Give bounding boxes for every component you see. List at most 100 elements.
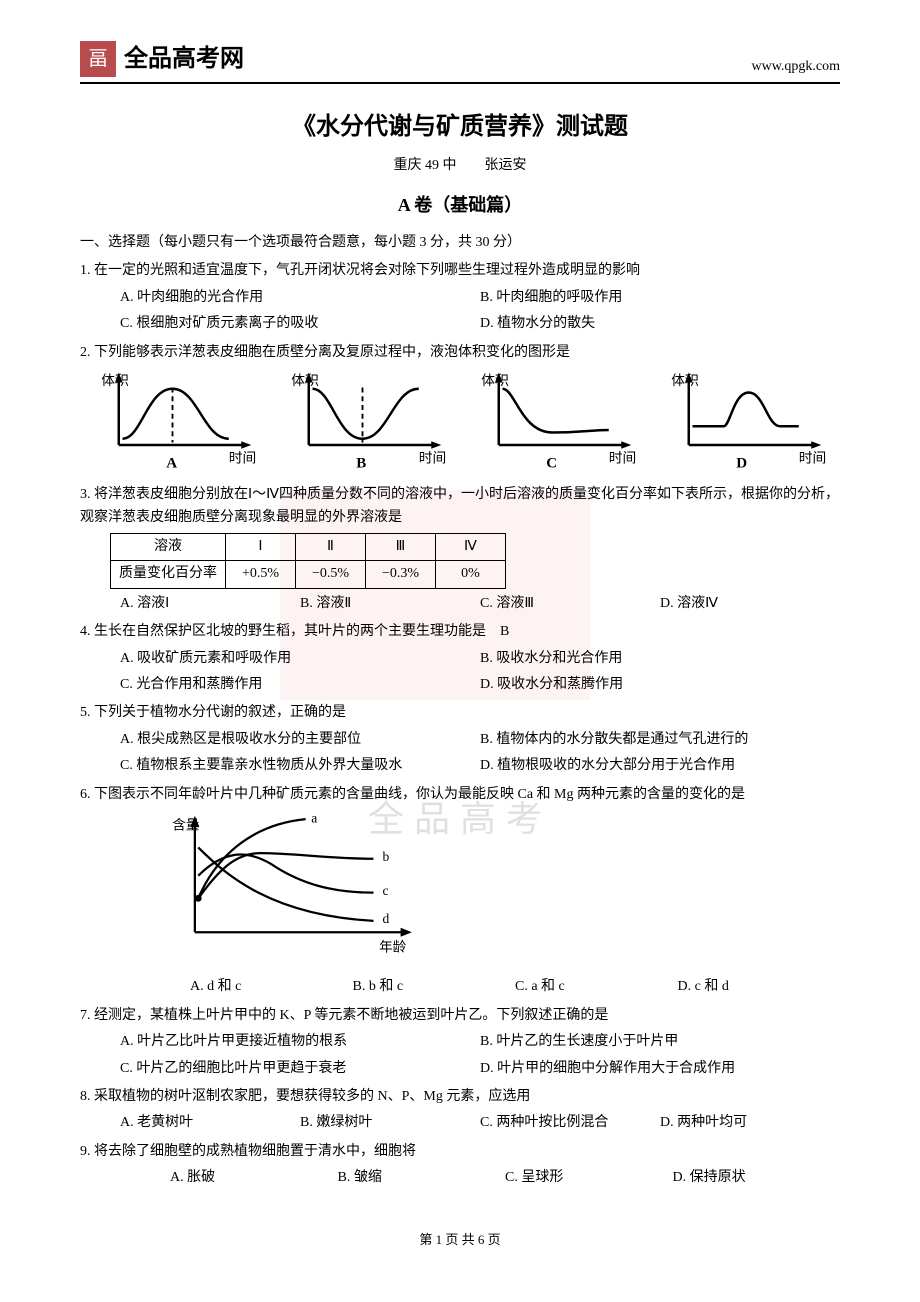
q5-c: C. 植物根系主要靠亲水性物质从外界大量吸水 xyxy=(120,755,480,777)
q6-d: D. c 和 d xyxy=(678,976,841,998)
th-3: Ⅲ xyxy=(366,534,436,561)
val-3: −0.3% xyxy=(366,561,436,588)
q1-opts-row1: A. 叶肉细胞的光合作用 B. 叶肉细胞的呼吸作用 xyxy=(80,287,840,309)
q3-opts: A. 溶液Ⅰ B. 溶液Ⅱ C. 溶液Ⅲ D. 溶液Ⅳ xyxy=(80,593,840,615)
svg-text:a: a xyxy=(311,812,317,826)
q9-d: D. 保持原状 xyxy=(673,1167,841,1189)
q4-row2: C. 光合作用和蒸腾作用 D. 吸收水分和蒸腾作用 xyxy=(80,674,840,696)
q5-stem: 5. 下列关于植物水分代谢的叙述，正确的是 xyxy=(80,702,840,724)
q4-d: D. 吸收水分和蒸腾作用 xyxy=(480,674,840,696)
row-label: 质量变化百分率 xyxy=(111,561,226,588)
svg-text:B: B xyxy=(356,455,366,470)
q1-a: A. 叶肉细胞的光合作用 xyxy=(120,287,480,309)
q6-opts: A. d 和 c B. b 和 c C. a 和 c D. c 和 d xyxy=(80,976,840,998)
doc-subtitle: 重庆 49 中 张运安 xyxy=(80,155,840,177)
q7-row1: A. 叶片乙比叶片甲更接近植物的根系 B. 叶片乙的生长速度小于叶片甲 xyxy=(80,1031,840,1053)
svg-text:A: A xyxy=(166,455,177,470)
q4-stem: 4. 生长在自然保护区北坡的野生稻，其叶片的两个主要生理功能是 B xyxy=(80,621,840,643)
svg-text:体积: 体积 xyxy=(481,373,509,388)
q9-opts: A. 胀破 B. 皱缩 C. 呈球形 D. 保持原状 xyxy=(80,1167,840,1189)
q5-d: D. 植物根吸收的水分大部分用于光合作用 xyxy=(480,755,840,777)
q5-b: B. 植物体内的水分散失都是通过气孔进行的 xyxy=(480,729,840,751)
q6-chart: 含量 年龄 a b c d xyxy=(170,812,840,970)
val-4: 0% xyxy=(436,561,506,588)
svg-text:时间: 时间 xyxy=(419,450,447,465)
q8-opts: A. 老黄树叶 B. 嫩绿树叶 C. 两种叶按比例混合 D. 两种叶均可 xyxy=(80,1112,840,1134)
table-row: 质量变化百分率 +0.5% −0.5% −0.3% 0% xyxy=(111,561,506,588)
svg-text:时间: 时间 xyxy=(799,450,827,465)
q9-b: B. 皱缩 xyxy=(338,1167,506,1189)
q3-a: A. 溶液Ⅰ xyxy=(120,593,300,615)
site-url: www.qpgk.com xyxy=(751,56,840,78)
page: 畐 全品高考网 www.qpgk.com 《水分代谢与矿质营养》测试题 重庆 4… xyxy=(0,0,920,1302)
q8-d: D. 两种叶均可 xyxy=(660,1112,840,1134)
svg-text:c: c xyxy=(383,883,389,898)
svg-text:含量: 含量 xyxy=(172,817,199,832)
q5-row2: C. 植物根系主要靠亲水性物质从外界大量吸水 D. 植物根吸收的水分大部分用于光… xyxy=(80,755,840,777)
q3-stem: 3. 将洋葱表皮细胞分别放在Ⅰ～Ⅳ四种质量分数不同的溶液中，一小时后溶液的质量变… xyxy=(80,484,840,529)
q8-a: A. 老黄树叶 xyxy=(120,1112,300,1134)
q9-stem: 9. 将去除了细胞壁的成熟植物细胞置于清水中，细胞将 xyxy=(80,1141,840,1163)
q6-c: C. a 和 c xyxy=(515,976,678,998)
q2-chart-d: 体积 时间 D xyxy=(670,370,840,478)
brand-name: 全品高考网 xyxy=(124,40,244,78)
svg-text:体积: 体积 xyxy=(101,373,129,388)
instructions: 一、选择题（每小题只有一个选项最符合题意，每小题 3 分，共 30 分） xyxy=(80,232,840,254)
val-2: −0.5% xyxy=(296,561,366,588)
q5-row1: A. 根尖成熟区是根吸收水分的主要部位 B. 植物体内的水分散失都是通过气孔进行… xyxy=(80,729,840,751)
q8-c: C. 两种叶按比例混合 xyxy=(480,1112,660,1134)
svg-text:体积: 体积 xyxy=(291,373,319,388)
q4-a: A. 吸收矿质元素和呼吸作用 xyxy=(120,648,480,670)
th-solution: 溶液 xyxy=(111,534,226,561)
q7-c: C. 叶片乙的细胞比叶片甲更趋于衰老 xyxy=(120,1058,480,1080)
q2-stem: 2. 下列能够表示洋葱表皮细胞在质壁分离及复原过程中，液泡体积变化的图形是 xyxy=(80,342,840,364)
q7-stem: 7. 经测定，某植株上叶片甲中的 K、P 等元素不断地被运到叶片乙。下列叙述正确… xyxy=(80,1005,840,1027)
q2-charts: 体积 时间 A 体积 时间 B xyxy=(100,370,840,478)
svg-text:年龄: 年龄 xyxy=(379,939,407,954)
q6-stem: 6. 下图表示不同年龄叶片中几种矿质元素的含量曲线，你认为最能反映 Ca 和 M… xyxy=(80,784,840,806)
q3-c: C. 溶液Ⅲ xyxy=(480,593,660,615)
section-heading: A 卷（基础篇） xyxy=(80,191,840,220)
th-4: Ⅳ xyxy=(436,534,506,561)
q3-table: 溶液 Ⅰ Ⅱ Ⅲ Ⅳ 质量变化百分率 +0.5% −0.5% −0.3% 0% xyxy=(110,533,506,589)
q4-row1: A. 吸收矿质元素和呼吸作用 B. 吸收水分和光合作用 xyxy=(80,648,840,670)
logo: 畐 全品高考网 xyxy=(80,40,244,78)
th-2: Ⅱ xyxy=(296,534,366,561)
svg-text:时间: 时间 xyxy=(229,450,257,465)
header: 畐 全品高考网 www.qpgk.com xyxy=(80,40,840,84)
q4-c: C. 光合作用和蒸腾作用 xyxy=(120,674,480,696)
q3-d: D. 溶液Ⅳ xyxy=(660,593,840,615)
q9-c: C. 呈球形 xyxy=(505,1167,673,1189)
q5-a: A. 根尖成熟区是根吸收水分的主要部位 xyxy=(120,729,480,751)
q6-a: A. d 和 c xyxy=(190,976,353,998)
q8-stem: 8. 采取植物的树叶沤制农家肥，要想获得较多的 N、P、Mg 元素，应选用 xyxy=(80,1086,840,1108)
doc-title: 《水分代谢与矿质营养》测试题 xyxy=(80,108,840,146)
q1-stem: 1. 在一定的光照和适宜温度下，气孔开闭状况将会对除下列哪些生理过程外造成明显的… xyxy=(80,260,840,282)
q7-d: D. 叶片甲的细胞中分解作用大于合成作用 xyxy=(480,1058,840,1080)
q1-c: C. 根细胞对矿质元素离子的吸收 xyxy=(120,313,480,335)
q1-b: B. 叶肉细胞的呼吸作用 xyxy=(480,287,840,309)
q6-b: B. b 和 c xyxy=(353,976,516,998)
q1-opts-row2: C. 根细胞对矿质元素离子的吸收 D. 植物水分的散失 xyxy=(80,313,840,335)
q2-chart-a: 体积 时间 A xyxy=(100,370,270,478)
q9-a: A. 胀破 xyxy=(170,1167,338,1189)
q7-row2: C. 叶片乙的细胞比叶片甲更趋于衰老 D. 叶片甲的细胞中分解作用大于合成作用 xyxy=(80,1058,840,1080)
svg-text:d: d xyxy=(383,911,390,926)
table-row: 溶液 Ⅰ Ⅱ Ⅲ Ⅳ xyxy=(111,534,506,561)
q4-b: B. 吸收水分和光合作用 xyxy=(480,648,840,670)
val-1: +0.5% xyxy=(226,561,296,588)
page-footer: 第 1 页 共 6 页 xyxy=(80,1230,840,1251)
q7-b: B. 叶片乙的生长速度小于叶片甲 xyxy=(480,1031,840,1053)
svg-text:D: D xyxy=(736,455,747,470)
svg-text:时间: 时间 xyxy=(609,450,637,465)
q7-a: A. 叶片乙比叶片甲更接近植物的根系 xyxy=(120,1031,480,1053)
q3-b: B. 溶液Ⅱ xyxy=(300,593,480,615)
q1-d: D. 植物水分的散失 xyxy=(480,313,840,335)
logo-icon: 畐 xyxy=(80,41,116,77)
svg-text:b: b xyxy=(383,849,390,864)
q8-b: B. 嫩绿树叶 xyxy=(300,1112,480,1134)
q2-chart-b: 体积 时间 B xyxy=(290,370,460,478)
th-1: Ⅰ xyxy=(226,534,296,561)
svg-text:体积: 体积 xyxy=(671,373,699,388)
q2-chart-c: 体积 时间 C xyxy=(480,370,650,478)
